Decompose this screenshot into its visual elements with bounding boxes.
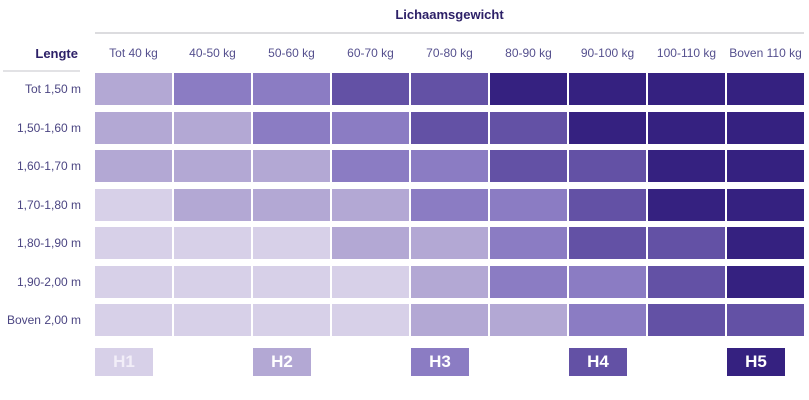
column-header: 100-110 kg (656, 46, 717, 60)
heatmap-cell (95, 304, 172, 336)
row-axis-divider (3, 70, 80, 72)
heatmap-cell (95, 150, 172, 182)
legend-h4: H4 (569, 348, 627, 376)
heatmap-cell (174, 73, 251, 105)
heatmap-cell (490, 189, 567, 221)
heatmap-cell (332, 304, 409, 336)
legend-h5: H5 (727, 348, 785, 376)
heatmap-cell (253, 73, 330, 105)
column-header: 50-60 kg (268, 46, 315, 60)
heatmap-cell (648, 150, 725, 182)
heatmap-cell (490, 304, 567, 336)
column-header: 70-80 kg (426, 46, 473, 60)
heatmap-cell (569, 189, 646, 221)
heatmap-cell (727, 304, 804, 336)
heatmap-cell (95, 112, 172, 144)
row-label: 1,90-2,00 m (16, 275, 81, 289)
heatmap-cell (648, 304, 725, 336)
heatmap-cell (411, 112, 488, 144)
heatmap-cell (253, 112, 330, 144)
heatmap-cell (174, 304, 251, 336)
row-label: 1,70-1,80 m (16, 198, 81, 212)
heatmap-cell (727, 227, 804, 259)
heatmap-cell (332, 189, 409, 221)
heatmap-cell (648, 112, 725, 144)
column-header: 40-50 kg (189, 46, 236, 60)
heatmap-cell (727, 266, 804, 298)
heatmap-cell (95, 189, 172, 221)
column-header: 80-90 kg (505, 46, 552, 60)
legend-h3: H3 (411, 348, 469, 376)
heatmap-cell (411, 189, 488, 221)
heatmap-cell (727, 150, 804, 182)
heatmap-cell (490, 227, 567, 259)
heatmap-cell (253, 304, 330, 336)
heatmap-cell (95, 266, 172, 298)
heatmap-cell (490, 112, 567, 144)
heatmap-cell (411, 304, 488, 336)
heatmap-cell (569, 266, 646, 298)
heatmap-cell (174, 266, 251, 298)
legend-h1: H1 (95, 348, 153, 376)
heatmap-cell (569, 112, 646, 144)
heatmap-cell (174, 227, 251, 259)
heatmap-cell (648, 227, 725, 259)
header-divider (95, 32, 804, 34)
row-label: 1,60-1,70 m (16, 159, 81, 173)
column-header: Tot 40 kg (109, 46, 158, 60)
column-header: 60-70 kg (347, 46, 394, 60)
heatmap-cell (648, 73, 725, 105)
heatmap-cell (569, 73, 646, 105)
heatmap-cell (569, 150, 646, 182)
row-axis-label: Lengte (35, 46, 78, 61)
heatmap-cell (253, 227, 330, 259)
column-header: Boven 110 kg (729, 46, 802, 60)
row-label: Tot 1,50 m (24, 82, 81, 96)
heatmap-cell (332, 266, 409, 298)
heatmap-cell (411, 266, 488, 298)
heatmap-cell (727, 112, 804, 144)
heatmap-cell (95, 227, 172, 259)
legend-h2: H2 (253, 348, 311, 376)
row-label: 1,50-1,60 m (16, 121, 81, 135)
chart-title: Lichaamsgewicht (395, 7, 504, 22)
heatmap-cell (174, 189, 251, 221)
heatmap-cell (332, 73, 409, 105)
heatmap-cell (174, 150, 251, 182)
heatmap-cell (332, 150, 409, 182)
row-label: 1,80-1,90 m (16, 236, 81, 250)
heatmap-cell (253, 150, 330, 182)
heatmap-cell (569, 227, 646, 259)
heatmap-cell (411, 150, 488, 182)
heatmap-cell (332, 112, 409, 144)
heatmap-cell (174, 112, 251, 144)
heatmap-cell (490, 150, 567, 182)
heatmap-cell (727, 73, 804, 105)
heatmap-cell (490, 73, 567, 105)
heatmap-cell (727, 189, 804, 221)
row-label: Boven 2,00 m (6, 313, 81, 327)
heatmap-cell (253, 266, 330, 298)
heatmap-cell (95, 73, 172, 105)
heatmap-cell (253, 189, 330, 221)
heatmap-cell (648, 266, 725, 298)
heatmap-cell (411, 227, 488, 259)
column-header: 90-100 kg (580, 46, 635, 60)
heatmap-cell (569, 304, 646, 336)
heatmap-cell (332, 227, 409, 259)
heatmap-cell (490, 266, 567, 298)
heatmap-cell (411, 73, 488, 105)
heatmap-cell (648, 189, 725, 221)
